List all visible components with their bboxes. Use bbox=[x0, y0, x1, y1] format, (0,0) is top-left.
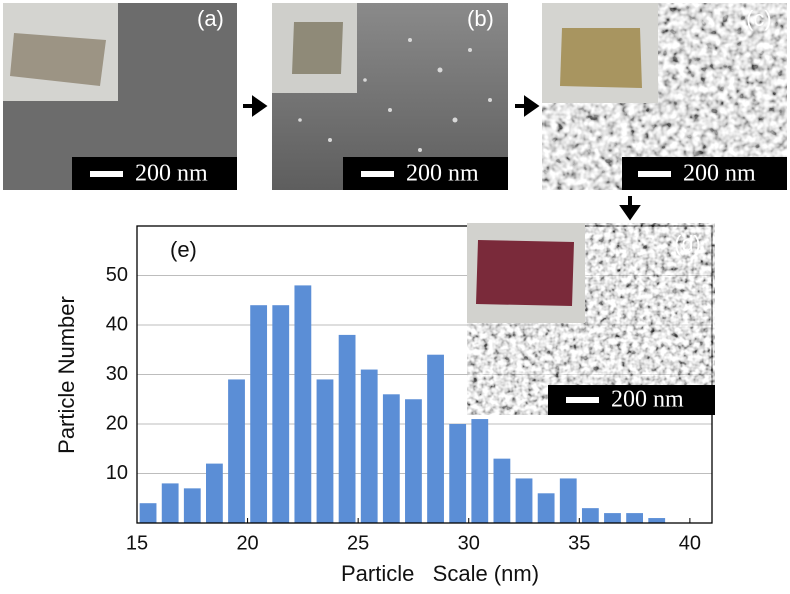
particles bbox=[298, 38, 492, 152]
x-axis-label: Particle Scale (nm) bbox=[341, 561, 539, 586]
sem-panel-c: (c) 200 nm bbox=[542, 3, 787, 190]
panel-label: (c) bbox=[746, 6, 772, 31]
scale-bar-label: 200 nm bbox=[406, 161, 479, 187]
bar bbox=[471, 419, 489, 523]
y-tick-label: 30 bbox=[106, 363, 128, 385]
bar bbox=[405, 399, 422, 523]
bar bbox=[449, 424, 467, 523]
bar bbox=[537, 493, 555, 523]
bar bbox=[515, 478, 533, 523]
histogram: 10 20 30 40 50 15 20 25 30 35 40 bbox=[106, 225, 713, 554]
bar bbox=[581, 508, 599, 523]
sample bbox=[560, 28, 642, 88]
arrow bbox=[243, 95, 268, 117]
scale-bar bbox=[361, 171, 394, 177]
panel-label: (a) bbox=[197, 6, 224, 31]
bar bbox=[139, 503, 157, 523]
bar bbox=[316, 379, 334, 523]
arrow bbox=[619, 196, 641, 221]
bar bbox=[294, 285, 312, 523]
sem-panel-a: (a) 200 nm bbox=[3, 3, 237, 190]
bar bbox=[360, 369, 378, 523]
bar bbox=[493, 458, 511, 523]
panel-label: (e) bbox=[170, 237, 197, 262]
bar bbox=[228, 379, 245, 523]
bar bbox=[604, 513, 621, 523]
bar bbox=[382, 394, 400, 523]
x-tick-label: 20 bbox=[236, 532, 258, 554]
arrow bbox=[515, 95, 540, 117]
scale-bar-label: 200 nm bbox=[135, 161, 208, 187]
scale-bar bbox=[90, 171, 123, 177]
y-tick-label: 40 bbox=[106, 313, 128, 335]
x-tick-label: 30 bbox=[458, 532, 480, 554]
scale-bar-label: 200 nm bbox=[611, 387, 684, 413]
bar bbox=[206, 463, 223, 523]
bar bbox=[161, 483, 179, 523]
y-tick-label: 10 bbox=[106, 462, 128, 484]
x-tick-label: 15 bbox=[126, 532, 148, 554]
panel-label: (d) bbox=[674, 231, 701, 256]
x-tick-label: 35 bbox=[568, 532, 590, 554]
sample bbox=[476, 240, 574, 306]
bar bbox=[183, 488, 201, 523]
scale-bar bbox=[566, 397, 599, 403]
bar bbox=[250, 305, 268, 523]
y-tick-label: 50 bbox=[106, 264, 128, 286]
bar bbox=[338, 334, 356, 523]
scale-bar-label: 200 nm bbox=[683, 161, 756, 187]
y-tick-label: 20 bbox=[106, 412, 128, 434]
sem-panel-b: (b) 200 nm bbox=[272, 3, 508, 190]
x-tick-label: 25 bbox=[347, 532, 369, 554]
sample bbox=[292, 22, 343, 74]
bar bbox=[272, 305, 290, 523]
bar bbox=[427, 354, 444, 523]
bar bbox=[648, 518, 666, 523]
bar bbox=[559, 478, 577, 523]
panel-label: (b) bbox=[467, 6, 494, 31]
sample bbox=[10, 33, 106, 86]
x-tick-label: 40 bbox=[679, 532, 701, 554]
scale-bar bbox=[638, 171, 671, 177]
y-axis-label: Particle Number bbox=[54, 296, 79, 454]
bar bbox=[626, 513, 643, 523]
sem-panel-d: (d) 200 nm bbox=[467, 223, 715, 415]
